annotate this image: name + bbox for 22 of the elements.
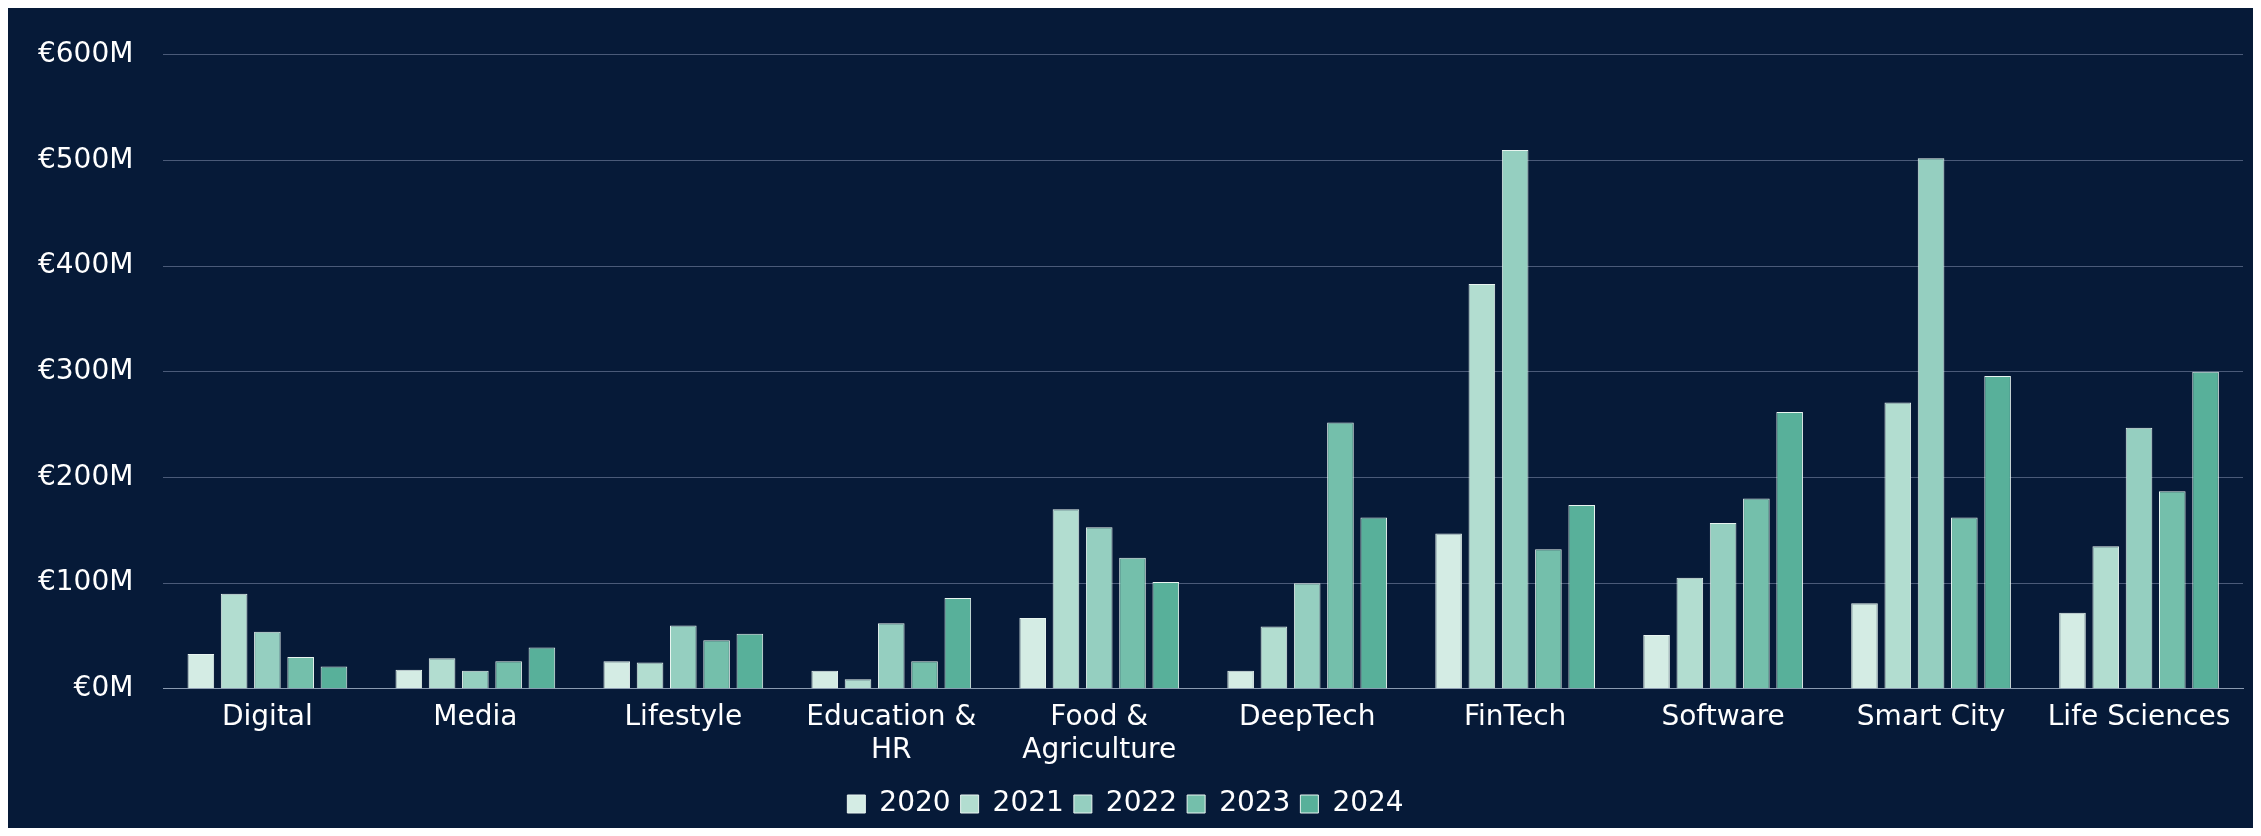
x-tick-label: Food & Agriculture xyxy=(1022,698,1177,766)
y-tick-label: €500M xyxy=(37,141,134,175)
legend-label: 2022 xyxy=(1105,785,1178,819)
legend-label: 2021 xyxy=(992,785,1064,819)
y-tick-label: €600M xyxy=(37,36,134,70)
x-tick-label: Software xyxy=(1661,698,1785,732)
x-tick-label: Education & HR xyxy=(806,698,977,766)
x-tick-label: Digital xyxy=(221,698,313,732)
x-tick-label: FinTech xyxy=(1463,698,1567,732)
x-tick-label: Lifestyle xyxy=(624,698,743,732)
x-tick-label: DeepTech xyxy=(1238,698,1376,732)
y-tick-label: €400M xyxy=(37,247,134,281)
x-tick-label: Life Sciences xyxy=(2047,698,2231,732)
y-tick-label: €300M xyxy=(37,353,134,387)
y-tick-label: €0M xyxy=(73,670,134,704)
legend-label: 2023 xyxy=(1219,785,1291,819)
legend-label: 2024 xyxy=(1332,785,1404,819)
y-tick-label: €200M xyxy=(37,458,134,492)
x-tick-label: Media xyxy=(433,698,518,732)
x-tick-label: Smart City xyxy=(1856,698,2006,732)
y-tick-label: €100M xyxy=(37,564,134,598)
legend-label: 2020 xyxy=(879,785,951,819)
